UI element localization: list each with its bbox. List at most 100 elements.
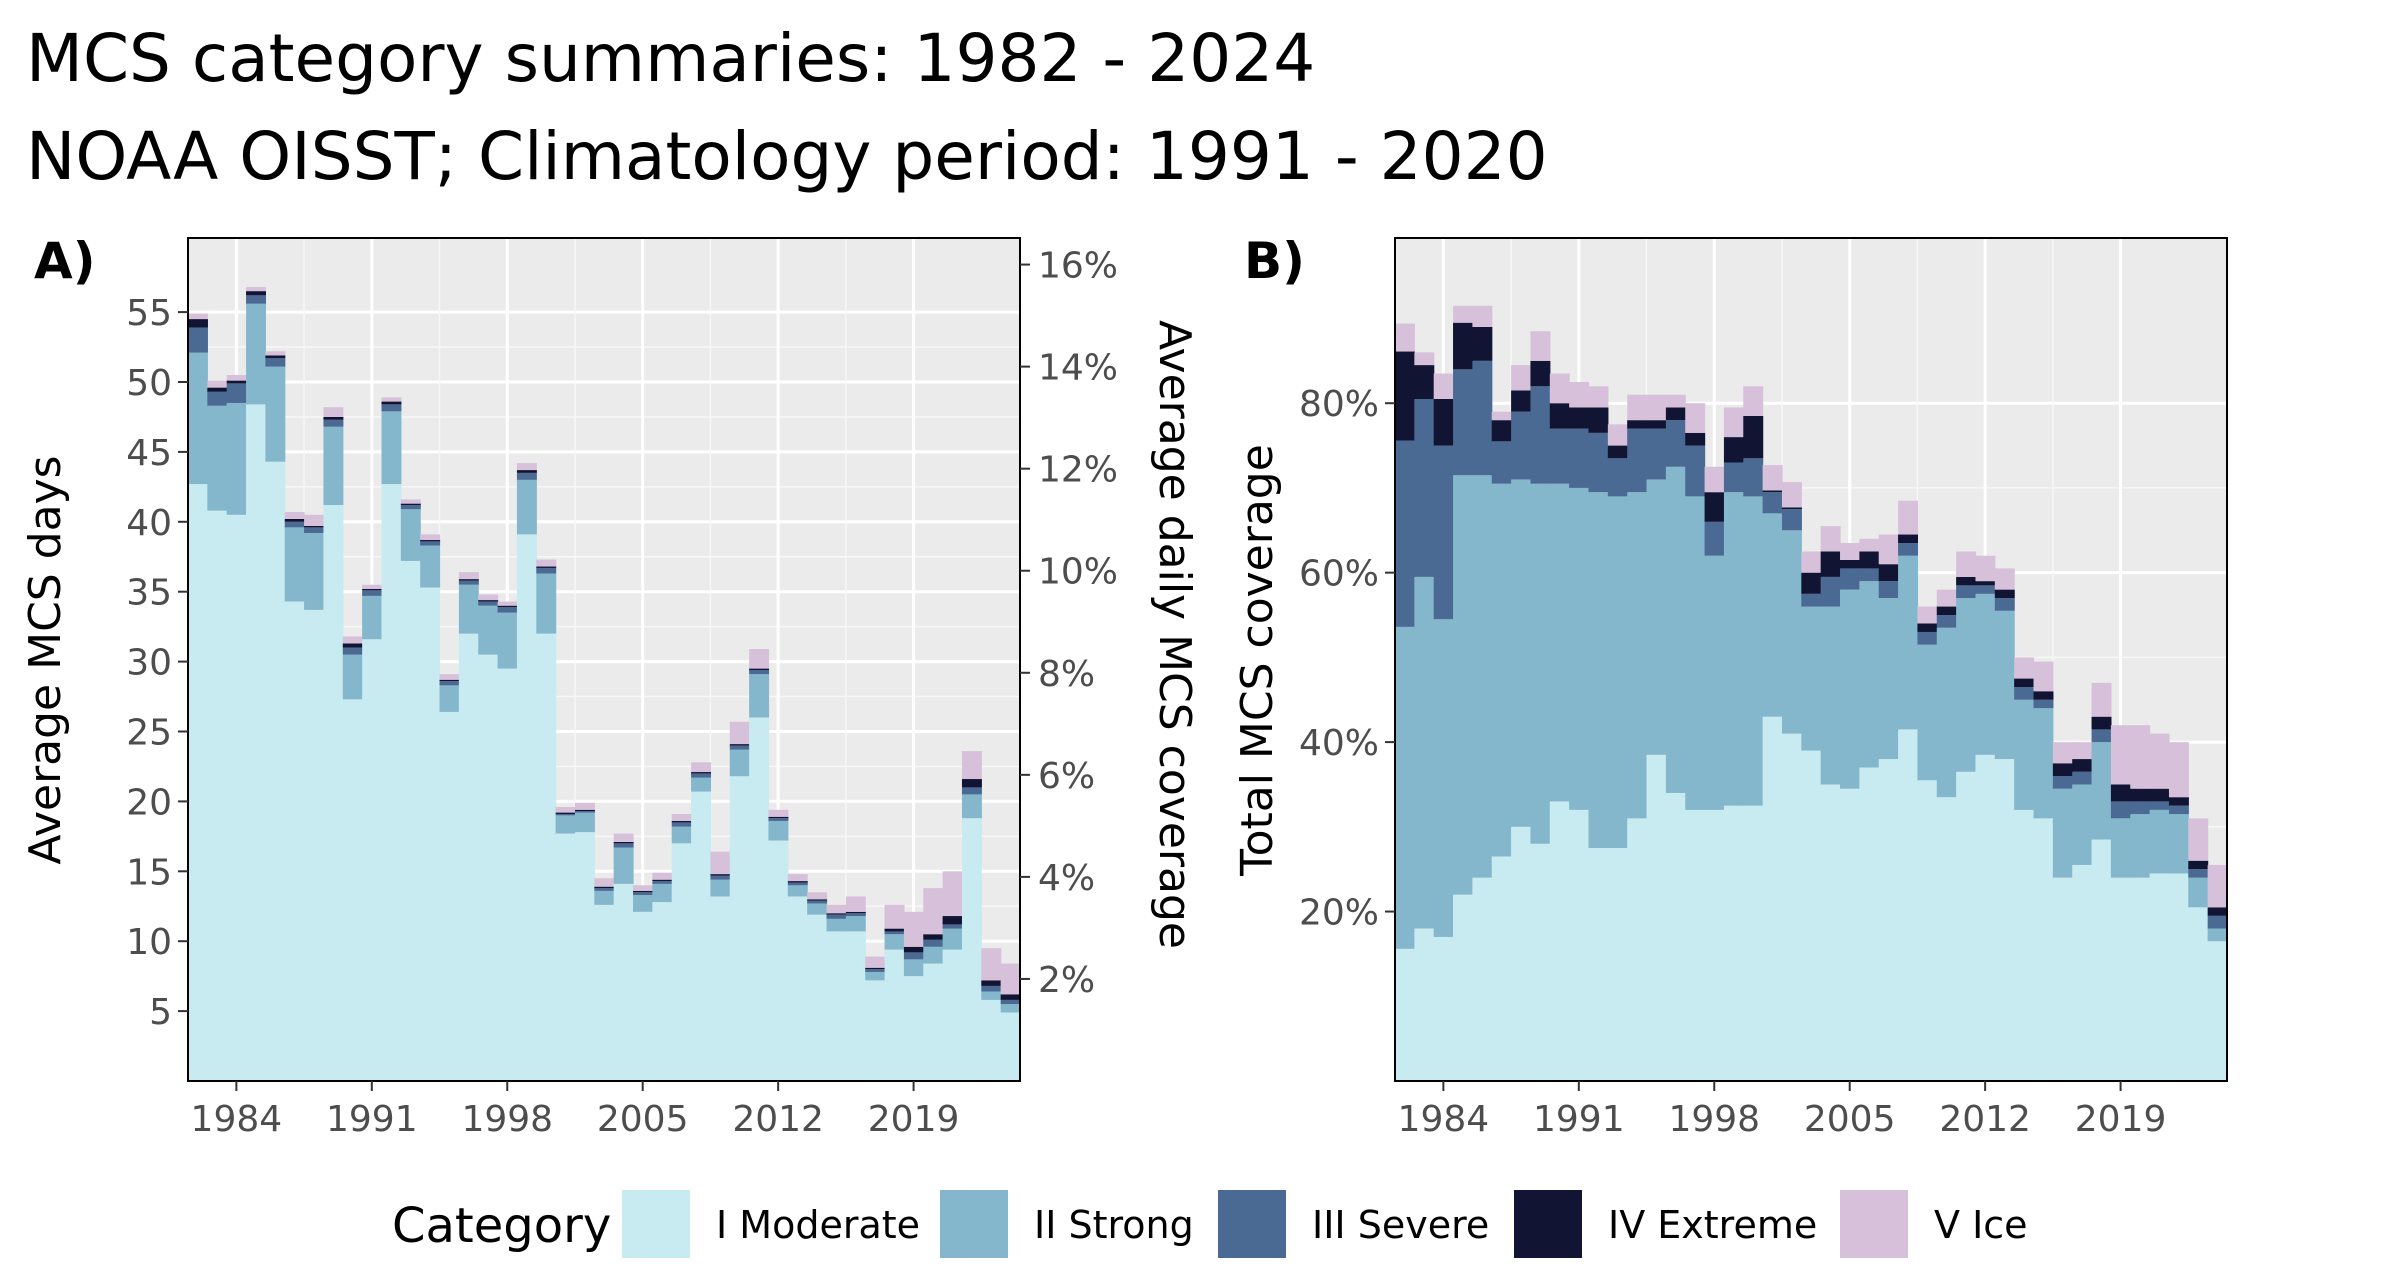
panel-b-bar-v-ice-2008 (1898, 500, 1919, 535)
panel-b-bar-ii-strong-1991 (1569, 487, 1590, 810)
panel-b-bar-ii-strong-2002 (1781, 530, 1802, 734)
panel-b-bar-iii-severe-2014 (2014, 687, 2035, 700)
panel-b-bar-iv-extreme-2015 (2033, 691, 2054, 700)
panel-b-bar-i-moderate-1984 (1433, 936, 1454, 1081)
panel-b-bar-iii-severe-1987 (1491, 441, 1512, 484)
panel-b-bar-ii-strong-2007 (1878, 598, 1899, 760)
panel-b-bar-iv-extreme-2009 (1917, 623, 1938, 632)
panel-b-bar-iv-extreme-2021 (2149, 788, 2170, 802)
panel-b-bar-iii-severe-1986 (1472, 360, 1493, 476)
panel-a-bar-iv-extreme-1998 (497, 605, 518, 608)
panel-b-bar-ii-strong-2000 (1743, 496, 1764, 806)
panel-a-bar-i-moderate-1996 (458, 633, 479, 1081)
panel-a-bar-i-moderate-2011 (749, 717, 770, 1081)
panel-a-border (187, 237, 1021, 1082)
panel-b-bar-i-moderate-1985 (1453, 894, 1473, 1081)
panel-b-bar-i-moderate-1991 (1569, 809, 1590, 1081)
panel-b-bar-iv-extreme-1989 (1530, 360, 1551, 387)
panel-a-y2tick-label: 6% (1038, 756, 1095, 797)
panel-a-bar-v-ice-1991 (362, 584, 383, 589)
panel-a-bar-v-ice-1997 (478, 594, 499, 601)
panel-b-bar-iii-severe-1998 (1704, 521, 1725, 556)
panel-b-bar-iv-extreme-2016 (2052, 763, 2073, 776)
panel-a-ytick-label: 5 (149, 992, 172, 1033)
panel-a-xtick-label: 2012 (732, 1099, 824, 1140)
panel-b-bar-i-moderate-1994 (1627, 818, 1648, 1081)
panel-a-bar-iv-extreme-2015 (826, 913, 847, 915)
panel-b-bar-v-ice-2004 (1820, 526, 1841, 552)
panel-b-bar-i-moderate-2006 (1859, 767, 1880, 1081)
panel-b-bar-iii-severe-2000 (1743, 458, 1764, 497)
panel-a-bar-i-moderate-2014 (807, 914, 828, 1081)
panel-a-bar-ii-strong-2017 (865, 971, 886, 981)
panel-a-bar-iii-severe-1982 (188, 327, 208, 353)
panel-b-bar-ii-strong-2008 (1898, 555, 1919, 730)
panel-b-bar-iii-severe-2023 (2188, 869, 2209, 878)
panel-b-bar-v-ice-1982 (1395, 323, 1415, 352)
panel-b-bar-v-ice-2020 (2130, 725, 2151, 789)
panel-b-bar-ii-strong-2017 (2072, 784, 2093, 865)
panel-a-ytick-label: 10 (126, 922, 172, 963)
panel-b-bar-i-moderate-2005 (1840, 788, 1860, 1081)
panel-a-bar-i-moderate-2016 (845, 931, 866, 1081)
panel-b-bar-i-moderate-2002 (1781, 733, 1802, 1081)
panel-a-bar-i-moderate-1982 (188, 484, 208, 1081)
panel-a-bar-ii-strong-1985 (246, 303, 266, 405)
panel-a-bar-v-ice-2015 (826, 904, 847, 914)
panel-b-bar-ii-strong-1987 (1491, 483, 1512, 857)
panel-b-bar-ii-strong-2010 (1936, 627, 1957, 798)
panel-b-y-axis-title: Total MCS coverage (1232, 444, 1283, 877)
panel-a-bar-iii-severe-2000 (536, 567, 557, 574)
panel-b-bar-i-moderate-2017 (2072, 864, 2093, 1081)
panel-b-bar-ii-strong-1992 (1588, 492, 1609, 849)
panel-a-bar-i-moderate-1983 (207, 510, 228, 1081)
panel-a-ytick-label: 50 (126, 363, 172, 404)
panel-a-bar-v-ice-2004 (613, 833, 634, 842)
panel-b-bar-iii-severe-2010 (1936, 615, 1957, 628)
panel-b-bar-ii-strong-1997 (1685, 496, 1706, 810)
panel-a-bar-ii-strong-2013 (787, 885, 808, 897)
panel-a-bar-iii-severe-2006 (652, 881, 673, 884)
panel-a-bar-ii-strong-1987 (284, 527, 305, 602)
panel-b-bar-iii-severe-2024 (2207, 915, 2228, 929)
panel-b-bar-i-moderate-2004 (1820, 784, 1841, 1081)
panel-a-bar-ii-strong-1998 (497, 612, 518, 669)
panel-a-y2tick-label: 8% (1038, 654, 1095, 695)
panel-a-bar-iv-extreme-1990 (342, 643, 363, 648)
panel-b-bar-iii-severe-1989 (1530, 386, 1551, 484)
panel-b-bar-ii-strong-2001 (1762, 513, 1783, 717)
panel-a-bar-iii-severe-2022 (961, 787, 982, 795)
panel-a-bar-iv-extreme-1984 (226, 380, 247, 384)
panel-a-bar-ii-strong-2000 (536, 573, 557, 634)
panel-b-bar-v-ice-1996 (1665, 394, 1686, 408)
panel-a-bar-ii-strong-1992 (381, 411, 402, 485)
panel-a-bar-iii-severe-2020 (923, 939, 944, 947)
panel-a-bar-iv-extreme-2005 (633, 890, 653, 893)
panel-a-bar-i-moderate-1990 (342, 699, 363, 1081)
panel-b-bar-iv-extreme-2004 (1820, 551, 1841, 577)
panel-b-bar-i-moderate-1993 (1607, 848, 1628, 1081)
panel-a-bar-iii-severe-2007 (671, 822, 692, 827)
panel-a-bar-i-moderate-1986 (265, 461, 286, 1081)
panel-b-xtick-label: 2005 (1804, 1099, 1896, 1140)
panel-b-bar-iv-extreme-2006 (1859, 551, 1880, 569)
panel-a-bar-ii-strong-2001 (555, 815, 576, 834)
panel-a-bar-iii-severe-2016 (845, 913, 866, 917)
panel-a-bar-iii-severe-1987 (284, 521, 305, 528)
panel-b-bar-i-moderate-2011 (1956, 771, 1977, 1081)
panel-b-bar-v-ice-1991 (1569, 382, 1590, 408)
panel-a-bar-iii-severe-2021 (942, 924, 963, 929)
panel-b-bar-i-moderate-1996 (1665, 792, 1686, 1081)
panel-b-bar-i-moderate-1997 (1685, 809, 1706, 1081)
panel-b-bar-iii-severe-1994 (1627, 428, 1648, 493)
panel-a-ytick-label: 55 (126, 293, 172, 334)
panel-b-bar-iv-extreme-2012 (1975, 581, 1996, 586)
panel-a-bar-iv-extreme-1987 (284, 519, 305, 522)
panel-a-bar-iii-severe-2004 (613, 843, 634, 848)
panel-b-bar-iii-severe-2004 (1820, 576, 1841, 607)
panel-b-bar-i-moderate-2008 (1898, 729, 1919, 1081)
panel-a-bar-i-moderate-1999 (516, 534, 537, 1081)
panel-a-bar-iii-severe-1991 (362, 590, 383, 596)
panel-a-bar-i-moderate-2005 (633, 911, 653, 1081)
